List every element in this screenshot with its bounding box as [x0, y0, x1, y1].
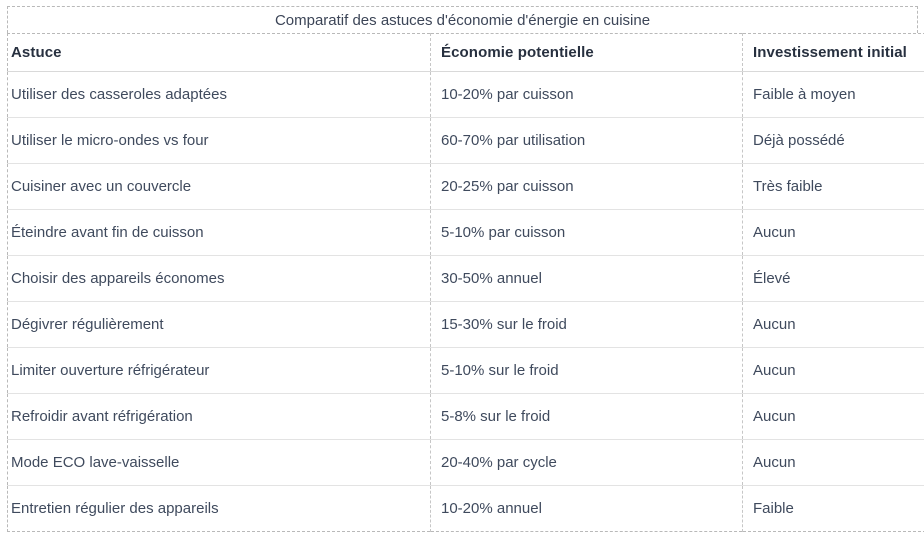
cell-astuce: Cuisiner avec un couvercle: [7, 163, 431, 210]
cell-astuce: Limiter ouverture réfrigérateur: [7, 347, 431, 394]
cell-economie: 20-25% par cuisson: [430, 163, 743, 210]
cell-investissement: Aucun: [742, 439, 924, 486]
cell-investissement: Aucun: [742, 393, 924, 440]
cell-investissement: Déjà possédé: [742, 117, 924, 164]
cell-economie: 5-8% sur le froid: [430, 393, 743, 440]
cell-astuce: Dégivrer régulièrement: [7, 301, 431, 348]
cell-investissement: Aucun: [742, 301, 924, 348]
col-header-investissement: Investissement initial: [742, 33, 924, 72]
col-header-astuce: Astuce: [7, 33, 431, 72]
cell-economie: 10-20% annuel: [430, 485, 743, 532]
col-header-economie: Économie potentielle: [430, 33, 743, 72]
cell-astuce: Refroidir avant réfrigération: [7, 393, 431, 440]
table-row: Éteindre avant fin de cuisson 5-10% par …: [7, 209, 924, 256]
cell-astuce: Éteindre avant fin de cuisson: [7, 209, 431, 256]
cell-astuce: Utiliser des casseroles adaptées: [11, 86, 227, 103]
cell-investissement: Faible à moyen: [742, 71, 924, 118]
table-header: Astuce Économie potentielle Investisseme…: [7, 33, 924, 72]
cell-astuce: Utiliser le micro-ondes vs four: [7, 117, 431, 164]
cell-economie: 10-20% par cuisson: [430, 71, 743, 118]
cell-economie: 5-10% sur le froid: [430, 347, 743, 394]
cell-astuce: Choisir des appareils économes: [7, 255, 431, 302]
table-row: Entretien régulier des appareils 10-20% …: [7, 485, 924, 532]
cell-economie: 30-50% annuel: [430, 255, 743, 302]
table-row: Utiliser le micro-ondes vs four 60-70% p…: [7, 117, 924, 164]
cell-economie: 60-70% par utilisation: [430, 117, 743, 164]
cell-investissement: Aucun: [742, 209, 924, 256]
table-body: Utiliser des casseroles adaptées 10-20% …: [7, 71, 924, 532]
cell-economie: 5-10% par cuisson: [430, 209, 743, 256]
table-title: Comparatif des astuces d'économie d'éner…: [7, 6, 918, 33]
cell-astuce: Entretien régulier des appareils: [7, 485, 431, 532]
table-row: Utiliser des casseroles adaptées 10-20% …: [8, 71, 924, 118]
table-row: Choisir des appareils économes 30-50% an…: [7, 255, 924, 302]
table-row: Dégivrer régulièrement 15-30% sur le fro…: [7, 301, 924, 348]
cell-investissement: Élevé: [742, 255, 924, 302]
cell-investissement: Aucun: [742, 347, 924, 394]
header-row: Astuce Économie potentielle Investisseme…: [7, 33, 924, 72]
cell-investissement: Faible: [742, 485, 924, 532]
energy-savings-table: Astuce Économie potentielle Investisseme…: [7, 33, 924, 532]
cell-astuce: Mode ECO lave-vaisselle: [7, 439, 431, 486]
table-row: Refroidir avant réfrigération 5-8% sur l…: [7, 393, 924, 440]
cell-investissement: Très faible: [742, 163, 924, 210]
cell-economie: 15-30% sur le froid: [430, 301, 743, 348]
table-row: Mode ECO lave-vaisselle 20-40% par cycle…: [7, 439, 924, 486]
cell-economie: 20-40% par cycle: [430, 439, 743, 486]
table-row: Cuisiner avec un couvercle 20-25% par cu…: [7, 163, 924, 210]
table-row: Limiter ouverture réfrigérateur 5-10% su…: [7, 347, 924, 394]
